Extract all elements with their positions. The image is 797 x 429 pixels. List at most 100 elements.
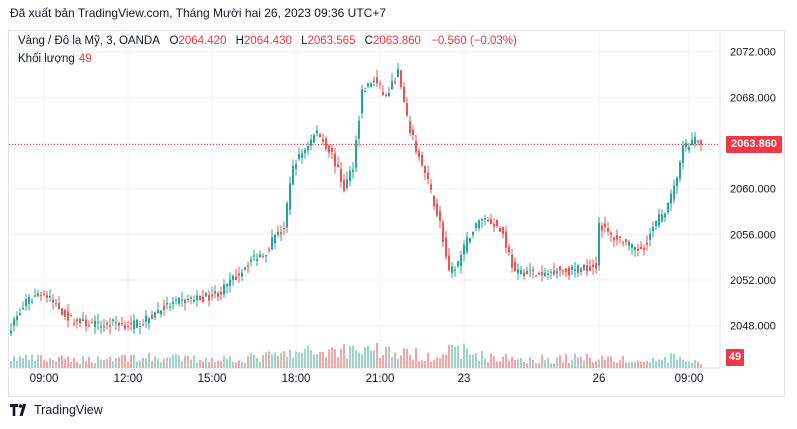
candle-body <box>628 241 630 246</box>
volume-bar <box>172 354 174 368</box>
candle-body <box>445 237 447 257</box>
volume-bar <box>451 344 453 368</box>
volume-bar <box>118 357 120 368</box>
volume-bar <box>163 358 165 368</box>
change-value: −0.560 (−0.03%) <box>431 35 517 47</box>
volume-bar <box>97 356 99 368</box>
volume-bar <box>625 362 627 368</box>
volume-bar <box>229 356 231 368</box>
volume-bar <box>445 354 447 368</box>
volume-bar <box>376 342 378 368</box>
volume-bar <box>226 358 228 368</box>
volume-bar <box>178 355 180 368</box>
volume-bar <box>502 356 504 368</box>
candle-body <box>307 146 309 151</box>
volume-bar <box>385 346 387 368</box>
volume-bar <box>643 361 645 368</box>
candle-body <box>466 237 468 252</box>
volume-bar <box>211 357 213 368</box>
volume-bar <box>412 359 414 368</box>
candle-body <box>358 120 360 139</box>
candle-body <box>601 225 603 231</box>
candle-body <box>28 296 30 304</box>
volume-bar <box>196 362 198 368</box>
candle-body <box>406 103 408 116</box>
candle-body <box>622 242 624 244</box>
candle-body <box>67 311 69 321</box>
candle-body <box>682 145 684 163</box>
candle-body <box>43 293 45 295</box>
candle-body <box>670 193 672 204</box>
volume-bar <box>553 363 555 368</box>
volume-bar <box>100 359 102 368</box>
candle-body <box>292 166 294 185</box>
volume-bar <box>214 362 216 368</box>
candle-body <box>10 330 12 334</box>
volume-bar <box>361 354 363 368</box>
candle-body <box>691 139 693 145</box>
candle-body <box>610 232 612 235</box>
ohlc-legend: Vàng / Đô la Mỹ, 3, OANDA O2064.420 H206… <box>18 35 517 47</box>
volume-bar <box>430 361 432 368</box>
candle-body <box>178 297 180 304</box>
volume-bar <box>415 347 417 368</box>
candle-body <box>694 136 696 144</box>
volume-bar <box>13 355 15 368</box>
volume-bar <box>139 360 141 368</box>
candle-body <box>22 307 24 310</box>
volume-label[interactable]: Khối lượng <box>18 53 75 65</box>
x-axis-tick-label: 23 <box>458 373 471 385</box>
volume-bar <box>565 354 567 368</box>
high-label: H <box>235 35 244 47</box>
volume-bar <box>604 359 606 368</box>
volume-bar <box>394 352 396 368</box>
candle-body <box>571 266 573 271</box>
candle-body <box>25 299 27 307</box>
candle-body <box>526 270 528 274</box>
chart-frame[interactable] <box>8 30 785 397</box>
candle-body <box>574 269 576 271</box>
volume-bar <box>295 351 297 368</box>
candle-body <box>583 264 585 270</box>
volume-bar <box>661 359 663 368</box>
volume-bar <box>283 351 285 368</box>
candle-body <box>553 270 555 275</box>
candle-body <box>232 275 234 281</box>
candle-body <box>19 313 21 316</box>
volume-bar <box>301 352 303 368</box>
volume-bar <box>619 360 621 368</box>
volume-bar <box>622 355 624 368</box>
candle-body <box>271 237 273 250</box>
candle-body <box>454 269 456 271</box>
candle-body <box>13 319 15 326</box>
candle-body <box>73 323 75 325</box>
candle-body <box>412 129 414 135</box>
volume-bar <box>373 349 375 368</box>
volume-bar <box>271 354 273 368</box>
volume-bar <box>292 357 294 368</box>
candle-body <box>400 70 402 88</box>
candle-body <box>418 151 420 157</box>
candle-body <box>76 319 78 322</box>
candle-body <box>337 164 339 168</box>
candle-body <box>448 255 450 271</box>
volume-bar <box>259 361 261 368</box>
volume-bar <box>160 362 162 368</box>
footer-brand[interactable]: TradingView <box>10 403 103 417</box>
candle-body <box>331 147 333 153</box>
candle-body <box>403 86 405 102</box>
candle-body <box>451 266 453 273</box>
volume-bar <box>136 361 138 368</box>
symbol-label[interactable]: Vàng / Đô la Mỹ, 3, OANDA <box>18 35 160 47</box>
volume-bar <box>256 358 258 368</box>
volume-bar <box>436 357 438 368</box>
candle-body <box>328 145 330 153</box>
volume-bar <box>667 362 669 368</box>
candle-body <box>592 264 594 268</box>
candle-body <box>127 326 129 328</box>
volume-bar <box>679 357 681 368</box>
volume-bar <box>541 354 543 368</box>
candle-body <box>154 312 156 318</box>
low-label: L <box>301 35 308 47</box>
